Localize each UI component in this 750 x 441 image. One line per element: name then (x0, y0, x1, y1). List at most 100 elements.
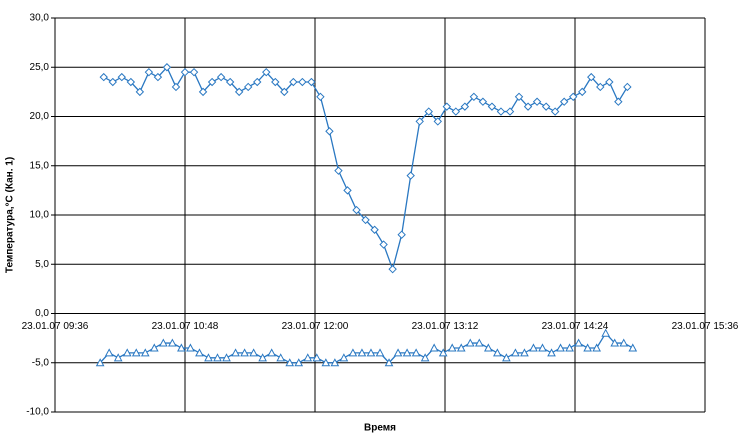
data-point (511, 348, 520, 357)
data-point (289, 77, 298, 87)
data-point (610, 338, 620, 347)
data-point (357, 348, 367, 357)
data-point (456, 343, 466, 352)
data-point (361, 215, 370, 225)
data-point (505, 107, 515, 116)
data-point (339, 353, 349, 362)
data-point (619, 338, 629, 347)
data-point (384, 358, 394, 367)
data-point (406, 171, 415, 180)
data-point (95, 358, 105, 367)
data-point (493, 348, 502, 357)
data-point (502, 353, 511, 362)
data-point (276, 353, 286, 362)
data-point (442, 102, 452, 111)
data-point (189, 67, 199, 77)
data-point (225, 77, 235, 87)
data-point (583, 343, 592, 352)
data-point (117, 72, 127, 82)
data-point (478, 97, 488, 106)
data-point (343, 186, 352, 195)
data-point (605, 77, 614, 87)
data-point (231, 348, 240, 357)
data-point (628, 343, 638, 352)
data-point (204, 353, 213, 362)
data-point (267, 348, 277, 357)
data-point (568, 92, 578, 102)
data-point (483, 343, 493, 352)
data-point (99, 72, 108, 82)
data-point (307, 77, 316, 87)
data-point (523, 102, 533, 111)
data-point (321, 358, 331, 367)
data-point (234, 87, 244, 97)
data-point (213, 353, 222, 362)
data-point (303, 353, 313, 362)
data-point (312, 353, 322, 362)
data-point (285, 358, 295, 367)
data-point (375, 348, 385, 357)
data-point (559, 97, 569, 106)
data-point (126, 77, 136, 87)
data-point (153, 72, 163, 82)
data-point (280, 87, 289, 97)
data-point (574, 338, 583, 347)
data-point (162, 63, 172, 72)
data-point (547, 348, 556, 357)
data-point (420, 353, 430, 362)
data-point (177, 343, 186, 352)
data-point (253, 77, 262, 87)
data-point (379, 240, 388, 249)
y-tick-label: 20,0 (30, 111, 50, 122)
x-tick-label: 23.01.07 13:12 (412, 321, 479, 332)
data-point (180, 67, 190, 77)
data-point (271, 77, 280, 87)
data-point (366, 348, 376, 357)
series-line (103, 66, 628, 272)
data-point (578, 87, 587, 97)
data-point (144, 67, 154, 77)
data-point (433, 117, 442, 126)
data-point (460, 102, 470, 111)
data-point (298, 77, 307, 87)
data-point (171, 82, 181, 92)
data-point (550, 107, 560, 116)
data-point (565, 343, 574, 352)
data-point (397, 230, 406, 239)
data-point (514, 92, 524, 102)
x-tick-label: 23.01.07 12:00 (282, 321, 349, 332)
data-point (447, 343, 457, 352)
data-point (135, 87, 145, 97)
data-point (538, 343, 547, 352)
data-point (451, 107, 461, 116)
data-point (465, 338, 475, 347)
y-tick-label: 30,0 (30, 13, 50, 24)
data-point (131, 348, 141, 357)
data-point (623, 82, 632, 92)
data-point (415, 117, 424, 126)
x-axis-title: Время (364, 423, 396, 434)
data-point (592, 343, 602, 352)
data-point (262, 67, 271, 77)
x-tick-label: 23.01.07 14:24 (542, 321, 609, 332)
data-point (438, 348, 448, 357)
x-tick-label: 23.01.07 15:36 (672, 321, 739, 332)
data-point (316, 92, 325, 102)
data-point (198, 87, 208, 97)
y-tick-label: 0,0 (35, 308, 49, 319)
data-point (352, 205, 361, 215)
data-point (186, 343, 195, 352)
data-point (240, 348, 249, 357)
data-point (294, 358, 304, 367)
data-point (587, 72, 596, 82)
data-point (520, 348, 529, 357)
data-point (596, 82, 605, 92)
y-tick-label: 5,0 (35, 259, 49, 270)
y-axis-title: Температура,°C (Кан. 1) (5, 157, 16, 273)
data-point (243, 82, 253, 92)
data-point (149, 343, 159, 352)
data-point (469, 92, 479, 102)
y-tick-label: 10,0 (30, 210, 50, 221)
data-point (424, 107, 433, 116)
